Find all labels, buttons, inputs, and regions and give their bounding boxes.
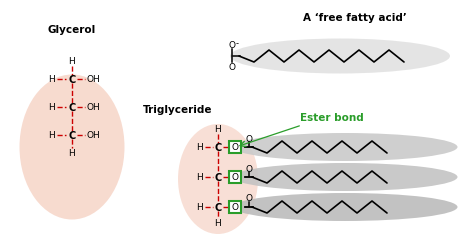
Ellipse shape [230,39,450,74]
FancyBboxPatch shape [229,171,241,183]
Text: OH: OH [86,131,100,140]
Text: H: H [197,143,203,152]
Text: O: O [246,134,253,143]
Text: Glycerol: Glycerol [48,25,96,35]
Text: C: C [214,142,222,152]
Text: H: H [215,219,221,228]
Text: O: O [246,194,253,203]
Text: C: C [68,75,76,85]
Text: A ‘free fatty acid’: A ‘free fatty acid’ [303,13,407,23]
Text: H: H [197,203,203,212]
Text: Triglyceride: Triglyceride [143,104,213,115]
Text: H: H [69,57,75,66]
Text: Ester bond: Ester bond [300,112,364,122]
Text: C: C [68,130,76,140]
Text: H: H [49,131,55,140]
Text: H: H [215,125,221,134]
Ellipse shape [178,124,258,234]
Ellipse shape [233,193,457,221]
Text: C: C [214,172,222,182]
FancyBboxPatch shape [229,142,241,154]
Text: H: H [49,103,55,112]
Text: O: O [231,173,238,182]
Text: C: C [68,102,76,113]
Text: H: H [49,75,55,84]
Text: H: H [197,173,203,182]
Text: O: O [231,203,238,212]
Ellipse shape [19,75,125,220]
Ellipse shape [233,134,457,161]
Text: O: O [228,41,236,50]
Text: OH: OH [86,75,100,84]
Text: O: O [246,164,253,173]
Text: OH: OH [86,103,100,112]
Text: H: H [69,149,75,158]
Text: O: O [231,143,238,152]
Text: O: O [228,62,236,71]
Text: -: - [236,39,238,48]
Ellipse shape [233,163,457,191]
FancyBboxPatch shape [229,201,241,213]
Text: C: C [214,202,222,212]
